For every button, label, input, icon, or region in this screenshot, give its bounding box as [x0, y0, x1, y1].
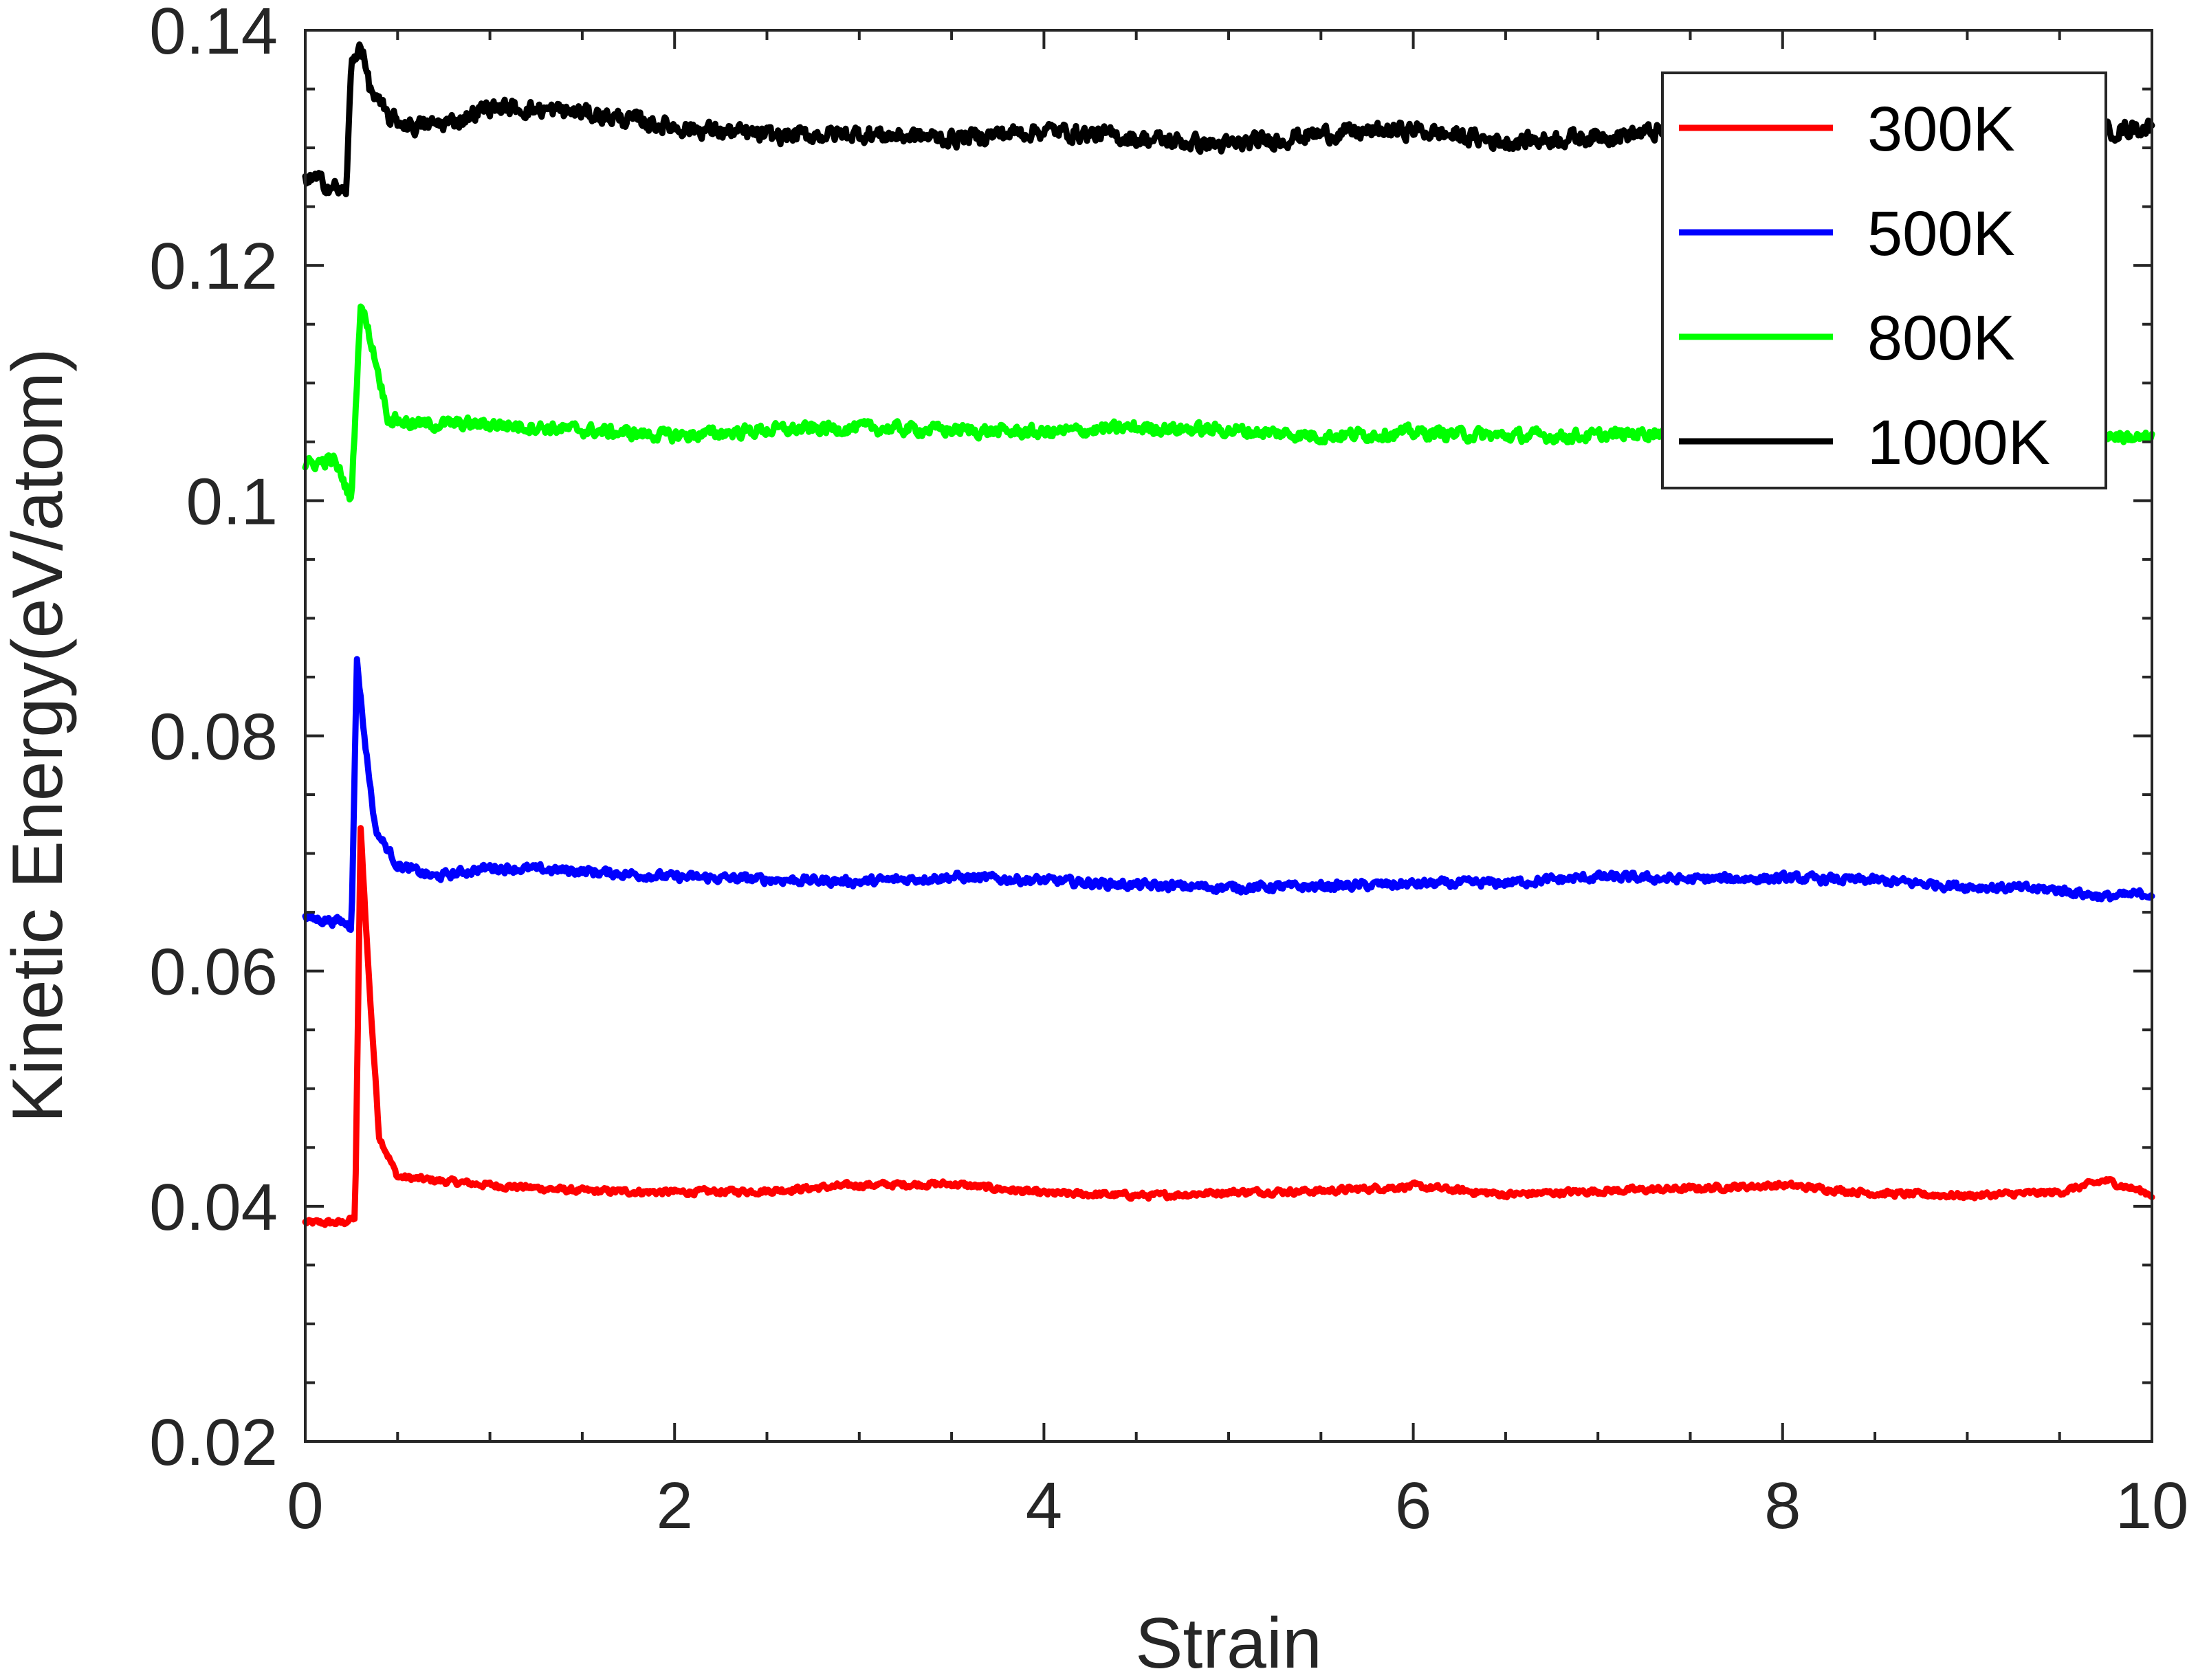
- legend-label-1000K: 1000K: [1867, 408, 2050, 478]
- x-tick-label: 8: [1764, 1469, 1801, 1543]
- legend-label-300K: 300K: [1867, 94, 2015, 164]
- x-tick-label: 6: [1395, 1469, 1431, 1543]
- legend-label-800K: 800K: [1867, 303, 2015, 373]
- legend-box: [1661, 71, 2107, 489]
- series-line-300K: [302, 825, 2155, 1228]
- y-tick-label: 0.06: [149, 936, 278, 1009]
- axes-layer: 0 2 4 6 8 10 0.02 0.04 0.06 0.08 0.1 0.12 0.14: [149, 0, 2188, 1543]
- x-tick-label: 2: [657, 1469, 693, 1543]
- series-line-500K: [302, 656, 2155, 933]
- y-tick-label: 0.14: [149, 0, 278, 68]
- x-tick-label: 10: [2115, 1469, 2189, 1543]
- legend-label-500K: 500K: [1867, 199, 2015, 269]
- x-axis-title: Strain: [1135, 1604, 1322, 1680]
- y-axis-title: Kinetic Energy(eV/atom): [0, 348, 78, 1123]
- y-tick-label: 0.08: [149, 700, 278, 774]
- x-tick-label: 0: [287, 1469, 323, 1543]
- y-tick-label: 0.1: [186, 465, 278, 538]
- legend: 300K 500K 800K 1000K: [1661, 71, 2107, 489]
- y-tick-label: 0.04: [149, 1171, 278, 1244]
- y-tick-label: 0.02: [149, 1406, 278, 1479]
- y-tick-label: 0.12: [149, 230, 278, 303]
- x-tick-label: 4: [1026, 1469, 1062, 1543]
